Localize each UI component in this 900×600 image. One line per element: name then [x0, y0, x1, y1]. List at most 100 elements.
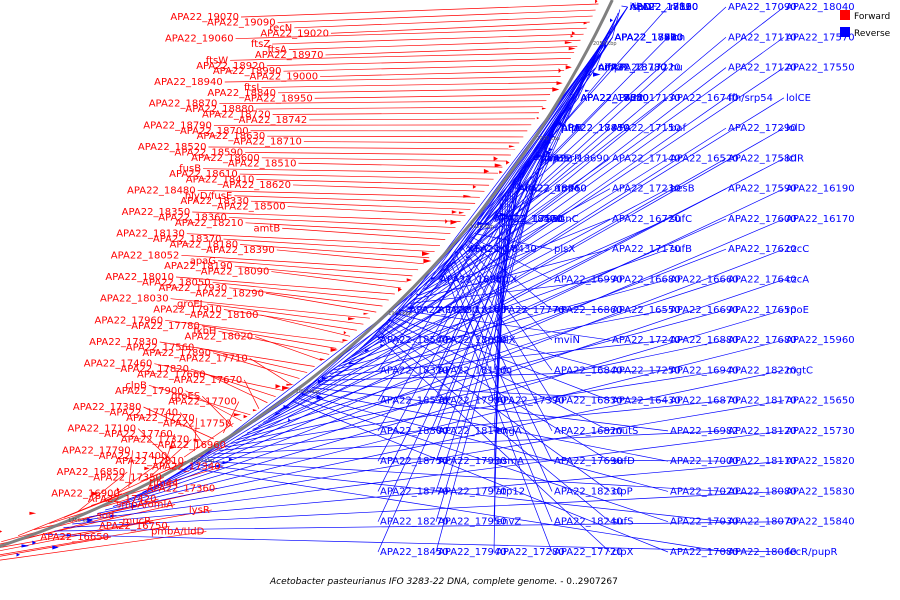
- reverse-label-leader: [377, 65, 592, 522]
- reverse-gene-feature: [534, 158, 541, 161]
- reverse-label-leader: [359, 97, 669, 350]
- reverse-gene-label: sufC: [670, 214, 692, 225]
- reverse-gene-label: APA22_15650: [786, 396, 855, 407]
- reverse-label-leader: [135, 218, 785, 497]
- forward-label-leader: [243, 379, 260, 409]
- legend: Forward Reverse: [840, 10, 891, 39]
- reverse-label-leader: [351, 158, 669, 357]
- forward-gene-feature: [558, 68, 562, 74]
- forward-gene-label: APA22_18090: [201, 267, 270, 278]
- reverse-gene-label: APA22_18040: [786, 2, 855, 13]
- forward-gene-label: APA22_17420: [88, 494, 157, 505]
- forward-gene-feature: [363, 312, 369, 315]
- reverse-gene-feature: [16, 553, 20, 557]
- reverse-gene-label: marR: [554, 153, 581, 164]
- reverse-label-leader: [375, 334, 611, 553]
- reverse-gene-feature: [66, 533, 73, 537]
- forward-gene-feature: [130, 481, 133, 485]
- forward-gene-label: APA22_18390: [206, 245, 275, 256]
- reverse-gene-feature: [380, 343, 384, 347]
- reverse-label-leader: [494, 37, 613, 210]
- reverse-label-leader: [462, 247, 553, 371]
- forward-gene-label: tim44: [149, 478, 178, 489]
- reverse-gene-label: nifR3: [598, 63, 624, 74]
- reverse-gene-label: APA22_17080: [670, 547, 739, 558]
- forward-gene-label: APA22_18190: [164, 261, 233, 272]
- reverse-gene-label: APA22_15830: [786, 486, 855, 497]
- axis-tick-label: 1950 kbp: [470, 224, 494, 230]
- reverse-gene-label: APA22_18110: [728, 456, 797, 467]
- forward-gene-label: APA22_17710: [179, 353, 248, 364]
- reverse-gene-label: APA22_17310: [614, 32, 683, 43]
- reverse-gene-label: yajC: [540, 153, 562, 164]
- reverse-gene-label: rimM: [554, 184, 579, 195]
- forward-gene-label: APA22_18330: [180, 196, 249, 207]
- forward-label-leader: [261, 157, 507, 162]
- reverse-label-leader: [363, 67, 669, 346]
- forward-label-leader: [179, 412, 205, 446]
- forward-gene-label: ftsA: [268, 45, 287, 56]
- reverse-gene-label: ntrC: [518, 184, 539, 195]
- forward-label-leader: [224, 76, 561, 83]
- forward-gene-label: hlyD/fusE: [185, 191, 233, 202]
- reverse-label-leader: [80, 430, 785, 521]
- reverse-gene-feature: [439, 277, 442, 281]
- forward-label-leader: [235, 27, 587, 40]
- reverse-gene-label: APA22_17990: [438, 396, 507, 407]
- forward-gene-feature: [458, 211, 465, 214]
- reverse-label-leader: [435, 128, 554, 492]
- reverse-gene-feature: [593, 72, 601, 77]
- forward-gene-label: APA22_17890: [142, 348, 211, 359]
- forward-gene-label: APA22_19090: [207, 17, 276, 28]
- forward-gene-label: APA22_18790: [143, 120, 212, 131]
- forward-gene-label: APA22_18020: [184, 332, 253, 343]
- reverse-label-leader: [621, 5, 628, 8]
- forward-label-lines: [0, 3, 599, 561]
- legend-swatch-reverse: [840, 27, 850, 37]
- forward-gene-label: APA22_19060: [165, 34, 234, 45]
- reverse-gene-label: APA22_17550: [786, 63, 855, 74]
- forward-label-leader: [0, 520, 154, 552]
- forward-gene-label: groEL: [177, 299, 206, 310]
- forward-gene-feature: [0, 530, 3, 533]
- reverse-label-leader: [63, 491, 785, 528]
- reverse-gene-label: clpP: [612, 486, 633, 497]
- forward-gene-label: APA22_17340: [152, 462, 221, 473]
- forward-label-leader: [287, 206, 466, 216]
- reverse-gene-label: baf: [670, 123, 686, 134]
- forward-label-leader: [0, 525, 170, 556]
- forward-label-leader: [309, 118, 536, 121]
- reverse-gene-label: APA22_18000: [438, 335, 507, 346]
- reverse-label-leader: [257, 188, 727, 427]
- reverse-gene-feature: [321, 376, 328, 381]
- forward-gene-feature: [29, 511, 37, 515]
- forward-label-leader: [228, 217, 456, 228]
- axis-tick-label: 2000 kbp: [536, 136, 560, 142]
- forward-label-leader: [288, 39, 581, 50]
- forward-gene-label: APA22_17670: [174, 375, 243, 386]
- reverse-label-leader: [72, 460, 785, 525]
- reverse-label-leader: [390, 320, 611, 432]
- reverse-gene-label: APA22_18770: [380, 486, 449, 497]
- forward-gene-feature: [494, 163, 503, 168]
- forward-label-leader: [260, 314, 351, 337]
- forward-gene-label: APA22_18840: [207, 88, 276, 99]
- reverse-label-leader: [545, 6, 628, 140]
- forward-gene-label: APA22_18350: [122, 207, 191, 218]
- reverse-gene-feature: [454, 261, 457, 264]
- forward-gene-label: lysR: [189, 505, 210, 516]
- reverse-label-leader: [213, 430, 727, 455]
- reverse-gene-label: hflX: [496, 335, 516, 346]
- reverse-gene-label: lolCE: [786, 93, 811, 104]
- forward-gene-feature: [451, 210, 457, 214]
- reverse-gene-label: APA22_17330: [580, 93, 649, 104]
- forward-gene-label: APA22_17560: [126, 342, 195, 353]
- forward-label-leader: [276, 249, 424, 265]
- reverse-gene-label: APA22_18650: [580, 93, 649, 104]
- forward-gene-label: APA22_18700: [180, 126, 249, 137]
- forward-gene-label: APA22_17360: [147, 483, 216, 494]
- reverse-gene-feature: [110, 514, 118, 518]
- forward-label-leader: [240, 244, 430, 259]
- forward-gene-label: smpA/omlA: [116, 500, 173, 511]
